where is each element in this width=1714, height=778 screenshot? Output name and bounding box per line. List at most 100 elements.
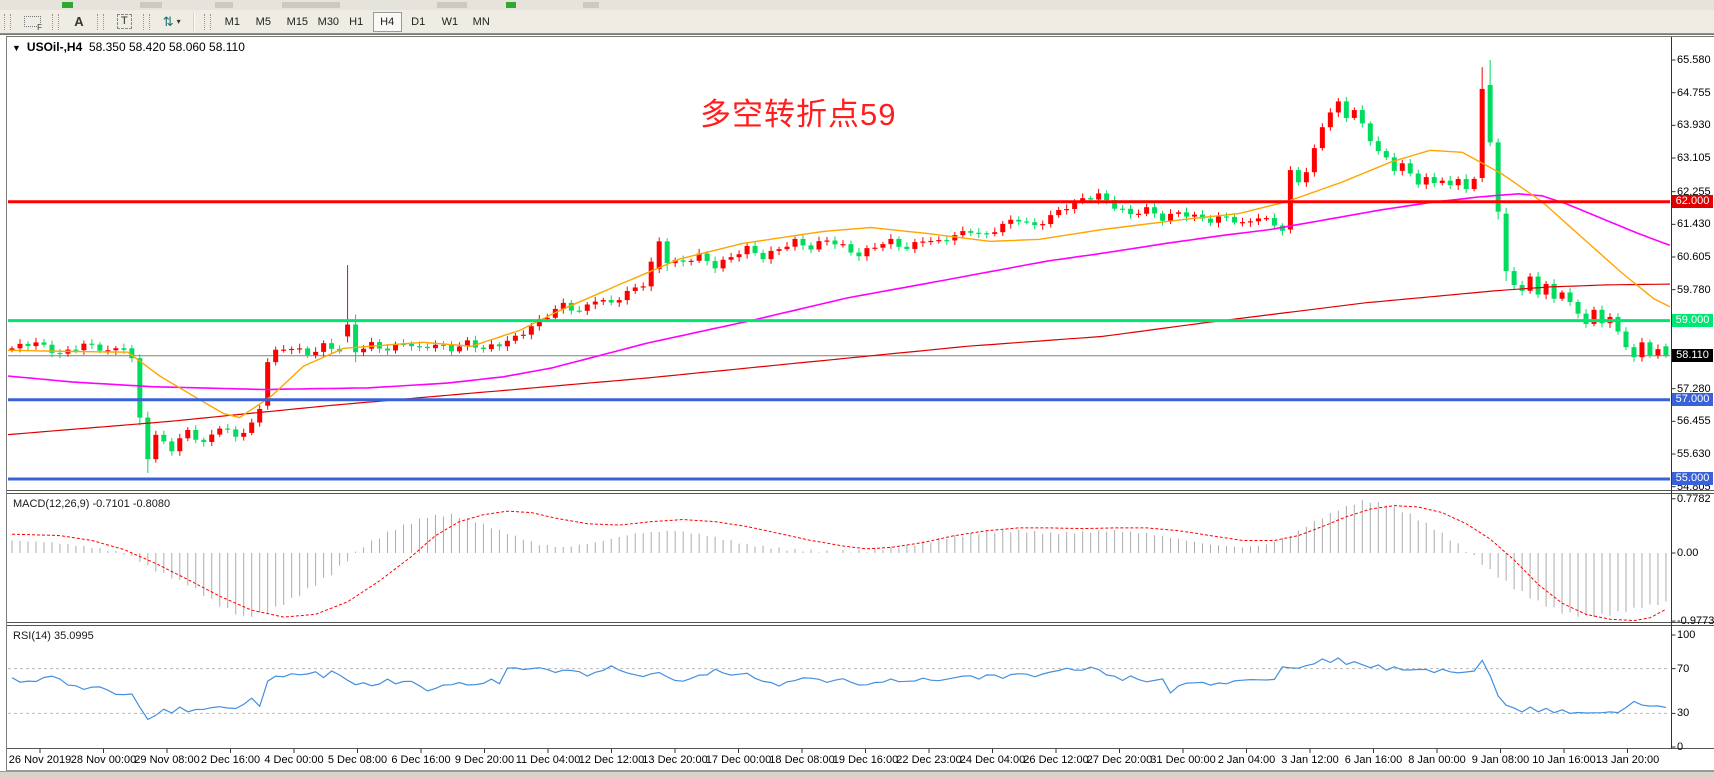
- candle-body: [97, 344, 103, 351]
- toolbar-fragment: [215, 2, 233, 8]
- price-scale-label: 65.580: [1677, 54, 1711, 66]
- tab-timeframe-m30[interactable]: M30: [311, 12, 340, 32]
- toolbar-grip[interactable]: [142, 13, 150, 30]
- toolbar-grip[interactable]: [4, 13, 11, 30]
- candle-body: [217, 428, 223, 435]
- candle-body: [1247, 221, 1253, 223]
- candle-body: [1040, 224, 1046, 226]
- candle-body: [1104, 193, 1110, 201]
- symbol-name: USOil-,H4: [26, 40, 83, 54]
- price-scale-label: 60.605: [1677, 251, 1711, 263]
- time-label: 11 Dec 04:00: [515, 754, 581, 766]
- candle-body: [688, 260, 694, 262]
- candle-body: [912, 242, 918, 249]
- candle-body: [784, 246, 790, 250]
- candle-body: [1215, 216, 1221, 223]
- tab-timeframe-h1[interactable]: H1: [342, 12, 371, 32]
- text-label-button[interactable]: A: [67, 12, 91, 32]
- candle-body: [1367, 123, 1373, 142]
- candle-body: [1223, 216, 1229, 218]
- price-badge-62.000: 62.000: [1672, 195, 1713, 209]
- ma-fast-line: [7, 149, 1671, 419]
- time-label: 28 Nov 00:00: [70, 754, 137, 766]
- candle-body: [1056, 209, 1062, 216]
- toolbar-separator: [192, 12, 195, 31]
- chart-text-annotation[interactable]: 多空转折点59: [700, 97, 897, 132]
- price-scale-label: 56.455: [1677, 415, 1711, 428]
- rsi-line: [11, 657, 1667, 721]
- cursor-tools-button[interactable]: ⇅ ▾: [158, 12, 186, 32]
- candle-body: [1535, 276, 1541, 295]
- toolbar-fragment: [583, 2, 599, 8]
- text-label-icon: A: [74, 14, 84, 29]
- candle-body: [1647, 342, 1653, 356]
- candle-body: [41, 342, 47, 345]
- candle-body: [1599, 309, 1605, 324]
- tab-timeframe-d1[interactable]: D1: [404, 12, 433, 32]
- candle-body: [616, 300, 622, 303]
- rsi-scale-label: 30: [1677, 707, 1690, 720]
- time-label: 8 Jan 00:00: [1408, 754, 1466, 766]
- candle-body: [1471, 178, 1477, 190]
- horizontal-level-lines: [8, 200, 1670, 481]
- candle-body: [353, 324, 359, 353]
- tab-timeframe-m5[interactable]: M5: [249, 12, 278, 32]
- candle-body: [1407, 163, 1413, 174]
- candle-body: [1200, 214, 1206, 219]
- candle-body: [832, 240, 838, 245]
- candle-body: [544, 317, 550, 320]
- tab-timeframe-w1[interactable]: W1: [435, 12, 464, 32]
- tab-timeframe-mn[interactable]: MN: [466, 12, 495, 32]
- candle-body: [1447, 180, 1453, 186]
- candle-body: [57, 352, 63, 355]
- candle-body: [1567, 292, 1573, 303]
- candle-body: [536, 319, 542, 327]
- toolbar-grip[interactable]: [97, 13, 104, 30]
- rsi-scale-label: 100: [1677, 629, 1696, 641]
- candle-body: [896, 238, 902, 247]
- tab-timeframe-h4[interactable]: H4: [372, 11, 402, 32]
- candle-body: [89, 343, 95, 345]
- candle-body: [25, 343, 31, 347]
- toolbar-grip[interactable]: [203, 13, 211, 30]
- candle-body: [480, 347, 486, 350]
- candle-body: [281, 349, 287, 351]
- time-label: 13 Dec 20:00: [642, 754, 708, 766]
- candle-body: [201, 439, 207, 442]
- candle-body: [1623, 331, 1629, 348]
- macd-values: -0.7101 -0.8080: [92, 498, 171, 510]
- candle-body: [113, 348, 119, 351]
- macd-scale-label: -0.9773: [1677, 615, 1714, 628]
- candle-body: [1184, 212, 1190, 217]
- candle-body: [888, 238, 894, 245]
- candle-body: [297, 348, 303, 350]
- candle-body: [872, 247, 878, 249]
- candle-body: [1423, 177, 1429, 185]
- candle-body: [752, 245, 758, 253]
- symbol-collapse-icon[interactable]: ▼: [12, 43, 21, 53]
- chevron-down-icon: ▾: [176, 17, 181, 26]
- time-label: 26 Dec 12:00: [1023, 754, 1089, 766]
- text-box-button[interactable]: T: [112, 12, 137, 32]
- candle-body: [105, 350, 111, 352]
- candle-body: [305, 348, 311, 356]
- time-label: 12 Dec 12:00: [578, 754, 645, 766]
- candle-body: [1120, 208, 1126, 210]
- candle-body: [920, 241, 926, 243]
- candle-body: [177, 438, 183, 452]
- candle-body: [848, 244, 854, 253]
- tab-timeframe-m1[interactable]: M1: [218, 12, 247, 32]
- candle-body: [137, 358, 143, 418]
- toolbar-grip[interactable]: [52, 13, 59, 30]
- chart-window: ▼ USOil-,H4 58.350 58.420 58.060 58.110 M…: [0, 34, 1714, 778]
- candle-body: [504, 340, 510, 347]
- candle-body: [9, 348, 15, 351]
- candle-body: [361, 348, 367, 353]
- candle-body: [432, 344, 438, 349]
- tab-timeframe-m15[interactable]: M15: [280, 12, 309, 32]
- template-frame-button[interactable]: F: [19, 12, 46, 32]
- candle-body: [1655, 349, 1661, 356]
- candle-body: [1559, 292, 1565, 299]
- candle-body: [1064, 209, 1070, 211]
